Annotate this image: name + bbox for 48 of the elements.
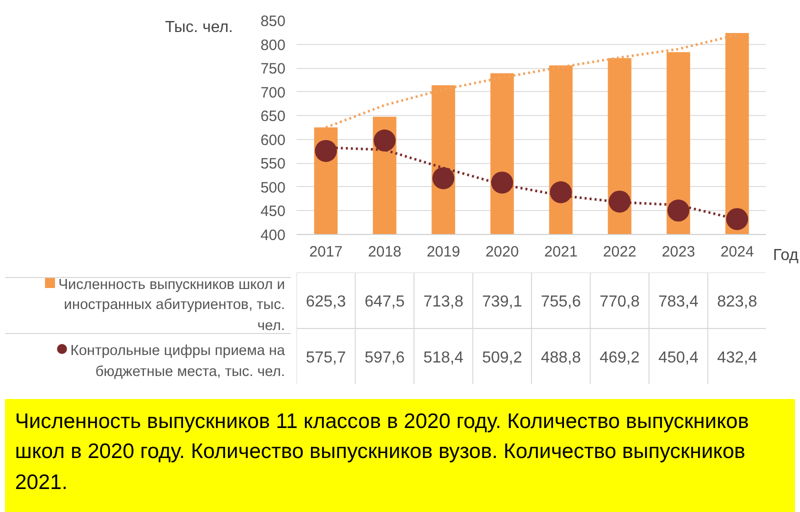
point	[726, 208, 748, 230]
x-tick-label: 2019	[426, 244, 460, 260]
data-label: 488,8	[540, 350, 581, 366]
data-label: 625,3	[306, 294, 346, 310]
point	[374, 130, 396, 152]
text: Численность выпускников 11 классов в 2020 году. Количество выпускников школ в 2020 году. Количество выпускников вузов. Количество выпускников 2021.	[15, 409, 750, 496]
y-tick-label: 550	[260, 156, 286, 173]
x-axis-title: Год	[773, 246, 798, 266]
data-label: 783,4	[658, 294, 698, 310]
y-tick-label: 500	[260, 179, 286, 196]
point	[491, 172, 514, 194]
point	[432, 167, 454, 190]
y-tick-label: 750	[260, 60, 286, 78]
data-label: 450,4	[658, 350, 698, 366]
data-label: 713,8	[423, 294, 464, 310]
x-tick-label: 2018	[368, 244, 402, 260]
point	[550, 181, 572, 204]
data-label: 518,4	[423, 350, 464, 366]
line-series	[324, 34, 738, 129]
data-label: 823,8	[717, 294, 758, 310]
point	[314, 140, 337, 162]
x-tick-label: 2024	[720, 244, 754, 260]
data-label: 432,4	[717, 350, 758, 366]
data-label: 755,6	[540, 294, 581, 310]
x-tick-label: 2017	[309, 244, 343, 260]
y-tick-label: 850	[260, 13, 286, 30]
y-tick-label: 600	[260, 132, 286, 149]
point	[608, 190, 631, 213]
data-label: 647,5	[364, 294, 405, 310]
y-tick-label: 650	[260, 108, 286, 126]
y-axis-title: Тыс. чел.	[165, 18, 233, 38]
x-tick-label: 2023	[662, 244, 696, 260]
data-label: 597,6	[364, 350, 405, 366]
data-label: 739,1	[482, 294, 522, 310]
data-label: 469,2	[600, 350, 640, 366]
data-label: 509,2	[482, 350, 522, 366]
x-tick-label: 2022	[602, 244, 636, 260]
y-tick-label: 800	[260, 36, 286, 54]
data-label: 770,8	[600, 294, 640, 310]
legend-label: Контрольные цифры приема на бюджетные места, тыс. чел.	[69, 342, 285, 382]
point	[667, 200, 690, 222]
y-tick-label: 450	[260, 203, 286, 220]
x-tick-label: 2021	[544, 244, 578, 260]
y-tick-label: 400	[260, 227, 286, 244]
x-tick-label: 2020	[485, 244, 519, 260]
y-tick-label: 700	[260, 84, 286, 102]
data-label: 575,7	[306, 350, 346, 366]
legend-label: Численность выпускников школ и иностранных абитуриентов, тыс. чел.	[57, 276, 285, 336]
